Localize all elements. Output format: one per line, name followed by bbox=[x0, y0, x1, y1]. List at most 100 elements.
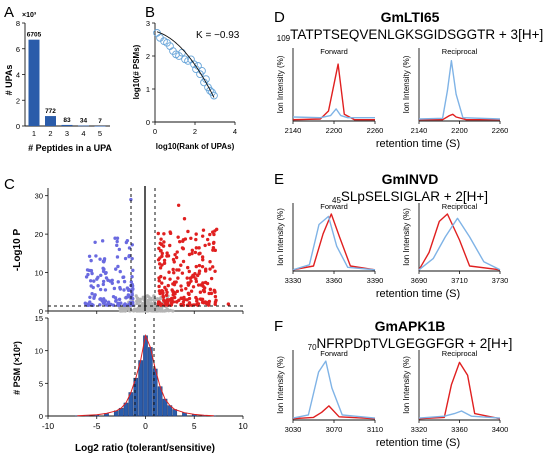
c-volcano-point bbox=[88, 295, 92, 299]
c-volcano-point bbox=[124, 296, 128, 300]
c-volcano-point bbox=[173, 252, 177, 257]
plot-x-tick-label: 3400 bbox=[492, 425, 509, 434]
c-volcano-point bbox=[209, 276, 214, 281]
c-volcano-point bbox=[213, 294, 218, 299]
c-volcano-point bbox=[149, 301, 154, 306]
c-volcano-point bbox=[131, 268, 135, 273]
c-volcano-point bbox=[160, 251, 165, 256]
c-volcano-point bbox=[175, 300, 179, 304]
c-volcano-point bbox=[194, 237, 198, 242]
b-x-tick-label: 2 bbox=[193, 127, 197, 136]
c-volcano-point bbox=[93, 293, 97, 297]
a-bar bbox=[28, 39, 40, 126]
c-volcano-point bbox=[213, 302, 217, 306]
c-volcano-point bbox=[180, 296, 184, 301]
c-volcano-point bbox=[167, 270, 171, 274]
c-volcano-point bbox=[204, 301, 209, 306]
c-volcano-point bbox=[114, 267, 118, 271]
c-volcano-point bbox=[182, 217, 187, 221]
c-volcano-point bbox=[181, 259, 186, 264]
c-volcano-point bbox=[162, 261, 167, 265]
c-volcano-point bbox=[165, 301, 170, 305]
panel-letter-b: B bbox=[145, 4, 155, 21]
c-volcano-point bbox=[85, 302, 90, 306]
c-volcano-point bbox=[116, 301, 120, 306]
c-volcano-point bbox=[193, 250, 198, 255]
c-volcano-point bbox=[194, 277, 198, 281]
c-volcano-y-tick-label: 10 bbox=[35, 269, 43, 278]
c-hist-x-tick-label: 10 bbox=[238, 421, 248, 431]
c-volcano-point bbox=[204, 267, 208, 271]
c-volcano-point bbox=[119, 301, 123, 305]
c-volcano-point bbox=[101, 282, 106, 287]
panel-letter-d: D bbox=[274, 9, 285, 26]
c-volcano-point bbox=[198, 251, 202, 256]
c-volcano-point bbox=[99, 273, 103, 278]
c-volcano-point bbox=[88, 279, 93, 283]
b-point bbox=[190, 60, 198, 69]
c-volcano-point bbox=[205, 281, 210, 286]
c-hist-y-tick-label: 10 bbox=[35, 347, 43, 356]
retention-time-label: retention time (S) bbox=[376, 437, 460, 449]
c-volcano-point bbox=[201, 258, 205, 262]
c-volcano-point bbox=[87, 254, 92, 258]
sequence-text: SLpSELSIGLAR + 2[H+] bbox=[341, 189, 488, 204]
c-volcano-point bbox=[118, 287, 123, 291]
c-volcano-point bbox=[196, 283, 201, 287]
b-x-tick-label: 0 bbox=[153, 127, 157, 136]
a-y-tick-label: 0 bbox=[16, 122, 20, 131]
c-volcano-point bbox=[134, 294, 138, 298]
c-volcano-point bbox=[208, 267, 212, 271]
c-volcano-point bbox=[106, 278, 110, 282]
c-volcano-point bbox=[171, 257, 176, 262]
c-volcano-point bbox=[160, 281, 164, 285]
plot-x-tick-label: 3320 bbox=[411, 425, 428, 434]
c-volcano-point bbox=[212, 288, 216, 293]
c-volcano-point bbox=[157, 284, 161, 289]
reciprocal-plot: Reciprocal Ion Intensity (%) 3690 3710 3730 bbox=[402, 202, 508, 285]
c-volcano-point bbox=[203, 243, 207, 248]
b-point bbox=[210, 91, 218, 100]
forward-plot: Forward Ion Intensity (%) 3330 3360 3390 bbox=[276, 202, 383, 285]
plot-x-tick-label: 2260 bbox=[367, 126, 384, 135]
c-volcano-point bbox=[164, 293, 169, 298]
a-bar bbox=[45, 116, 56, 126]
plot-x-tick-label: 3330 bbox=[285, 276, 302, 285]
c-volcano-point bbox=[189, 289, 194, 293]
a-bar-label: 6705 bbox=[27, 32, 42, 39]
c-volcano-point bbox=[130, 256, 134, 261]
protein-name: GmAPK1B bbox=[375, 318, 446, 334]
c-volcano-point bbox=[165, 251, 169, 255]
a-bar bbox=[78, 125, 89, 127]
plot-x-tick-label: 2140 bbox=[411, 126, 428, 135]
panel-letter-f: F bbox=[274, 318, 283, 335]
c-volcano-point bbox=[168, 308, 172, 312]
c-volcano-point bbox=[121, 275, 125, 280]
c-volcano-point bbox=[141, 308, 145, 313]
c-volcano-point bbox=[157, 305, 161, 310]
c-hist-bars bbox=[74, 333, 217, 417]
c-volcano-point bbox=[88, 300, 92, 304]
c-volcano-point bbox=[112, 286, 117, 291]
c-volcano-point bbox=[90, 302, 94, 307]
peptide-sequence: 70NFRPDpTVLGEGGFGR + 2[H+] bbox=[308, 336, 513, 352]
c-volcano-point bbox=[168, 230, 172, 234]
c-volcano-point bbox=[92, 279, 96, 283]
a-bar-label: 772 bbox=[45, 108, 56, 115]
a-x-tick-label: 4 bbox=[81, 129, 85, 138]
c-volcano-point bbox=[187, 301, 192, 305]
c-volcano-point bbox=[106, 302, 110, 306]
c-volcano-point bbox=[130, 275, 134, 279]
sequence-start-position: 45 bbox=[332, 196, 341, 205]
b-annotation: K = −0.93 bbox=[196, 30, 240, 41]
plot-x-tick-label: 3690 bbox=[411, 276, 428, 285]
c-hist-ticks: 0 5 10 15 -10 -5 0 5 10 bbox=[35, 314, 248, 431]
a-bar-label: 83 bbox=[63, 117, 71, 124]
b-fit-line bbox=[156, 31, 215, 98]
c-volcano-point bbox=[201, 281, 205, 285]
blue-trace bbox=[418, 60, 501, 120]
c-volcano-point bbox=[122, 303, 126, 307]
c-volcano-point bbox=[195, 273, 200, 278]
c-volcano-point bbox=[110, 281, 114, 285]
c-volcano-point bbox=[226, 302, 231, 306]
